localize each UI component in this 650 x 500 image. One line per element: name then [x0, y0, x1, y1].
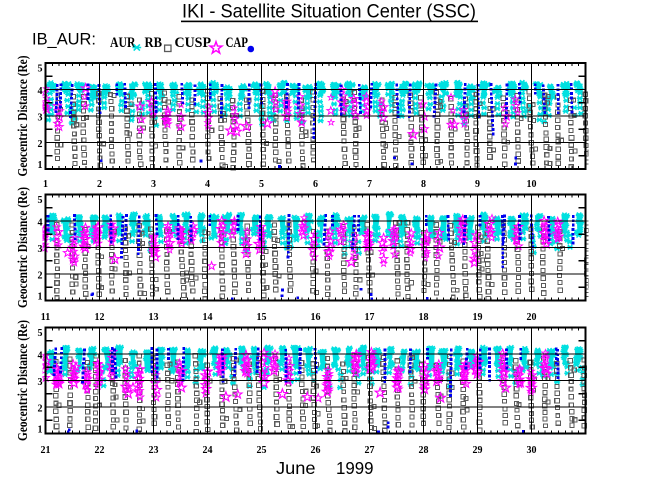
svg-text:17: 17 [365, 312, 375, 323]
svg-text:28: 28 [419, 445, 429, 456]
svg-text:15: 15 [257, 312, 267, 323]
svg-text:June: June [276, 458, 316, 478]
svg-text:8: 8 [421, 179, 426, 190]
svg-text:1: 1 [43, 179, 48, 190]
svg-text:20: 20 [527, 312, 537, 323]
svg-text:12: 12 [95, 312, 105, 323]
svg-text:10: 10 [527, 179, 537, 190]
svg-text:4: 4 [38, 217, 43, 228]
svg-text:5: 5 [38, 195, 43, 206]
svg-text:26: 26 [311, 445, 321, 456]
svg-text:5: 5 [38, 64, 43, 75]
svg-text:5: 5 [259, 179, 264, 190]
svg-text:9: 9 [475, 179, 480, 190]
svg-text:4: 4 [38, 350, 43, 361]
svg-text:13: 13 [149, 312, 159, 323]
svg-text:1: 1 [38, 292, 43, 303]
svg-text:19: 19 [473, 312, 483, 323]
svg-text:1: 1 [38, 425, 43, 436]
svg-text:14: 14 [203, 312, 213, 323]
svg-text:21: 21 [41, 445, 51, 456]
svg-text:24: 24 [203, 445, 213, 456]
svg-text:1999: 1999 [336, 458, 374, 478]
svg-text:AUR: AUR [110, 35, 136, 51]
svg-text:4: 4 [205, 179, 210, 190]
svg-text:4: 4 [38, 86, 43, 97]
svg-text:3: 3 [38, 377, 43, 388]
svg-text:3: 3 [151, 179, 156, 190]
svg-text:30: 30 [527, 445, 537, 456]
svg-text:3: 3 [38, 244, 43, 255]
svg-text:6: 6 [313, 179, 318, 190]
svg-text:IKI - Satellite Situation Cent: IKI - Satellite Situation Center (SSC) [182, 1, 476, 23]
svg-text:29: 29 [473, 445, 483, 456]
svg-text:CUSP: CUSP [175, 35, 212, 51]
svg-text:23: 23 [149, 445, 159, 456]
svg-text:22: 22 [95, 445, 105, 456]
svg-text:18: 18 [419, 312, 429, 323]
svg-text:2: 2 [38, 270, 43, 281]
svg-text:25: 25 [257, 445, 267, 456]
svg-text:5: 5 [38, 328, 43, 339]
svg-text:Geocentric Distance (Re): Geocentric Distance (Re) [16, 55, 31, 176]
svg-text:Geocentric Distance (Re): Geocentric Distance (Re) [16, 320, 31, 441]
svg-text:1: 1 [38, 160, 43, 171]
svg-text:3: 3 [38, 112, 43, 123]
svg-text:16: 16 [311, 312, 321, 323]
svg-text:2: 2 [97, 179, 102, 190]
svg-text:Geocentric Distance (Re): Geocentric Distance (Re) [16, 187, 31, 308]
svg-text:RB: RB [145, 35, 163, 51]
svg-text:11: 11 [41, 312, 50, 323]
svg-text:7: 7 [367, 179, 372, 190]
svg-text:2: 2 [38, 403, 43, 414]
svg-text:27: 27 [365, 445, 375, 456]
svg-text:IB_AUR:: IB_AUR: [32, 30, 96, 48]
svg-text:CAP: CAP [226, 35, 249, 51]
svg-text:2: 2 [38, 139, 43, 150]
